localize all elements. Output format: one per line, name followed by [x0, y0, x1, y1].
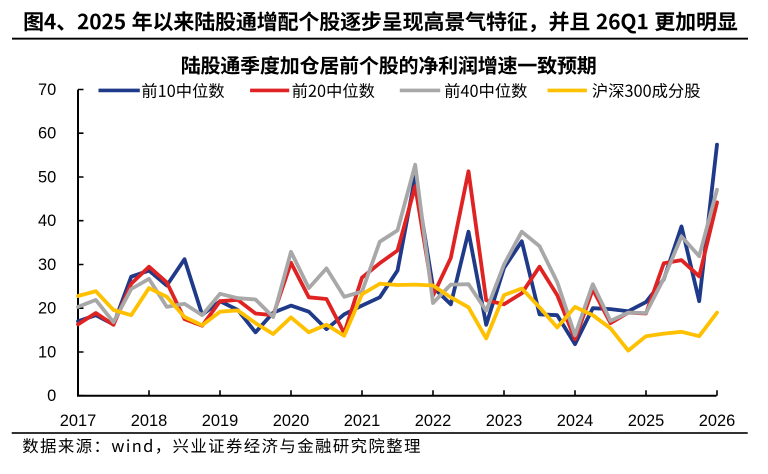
svg-text:2025: 2025 — [628, 412, 664, 430]
svg-text:2019: 2019 — [202, 412, 238, 430]
svg-text:40: 40 — [38, 212, 56, 230]
svg-text:70: 70 — [38, 81, 56, 99]
svg-text:2022: 2022 — [415, 412, 451, 430]
svg-text:50: 50 — [38, 168, 56, 186]
svg-text:2023: 2023 — [486, 412, 522, 430]
svg-text:2020: 2020 — [273, 412, 309, 430]
svg-text:0: 0 — [47, 387, 56, 405]
svg-text:2024: 2024 — [557, 412, 593, 430]
svg-text:10: 10 — [38, 343, 56, 361]
svg-text:2021: 2021 — [344, 412, 380, 430]
svg-text:2018: 2018 — [131, 412, 167, 430]
svg-text:2026: 2026 — [699, 412, 735, 430]
svg-text:20: 20 — [38, 300, 56, 318]
svg-text:30: 30 — [38, 256, 56, 274]
svg-text:60: 60 — [38, 125, 56, 143]
svg-text:2017: 2017 — [60, 412, 96, 430]
